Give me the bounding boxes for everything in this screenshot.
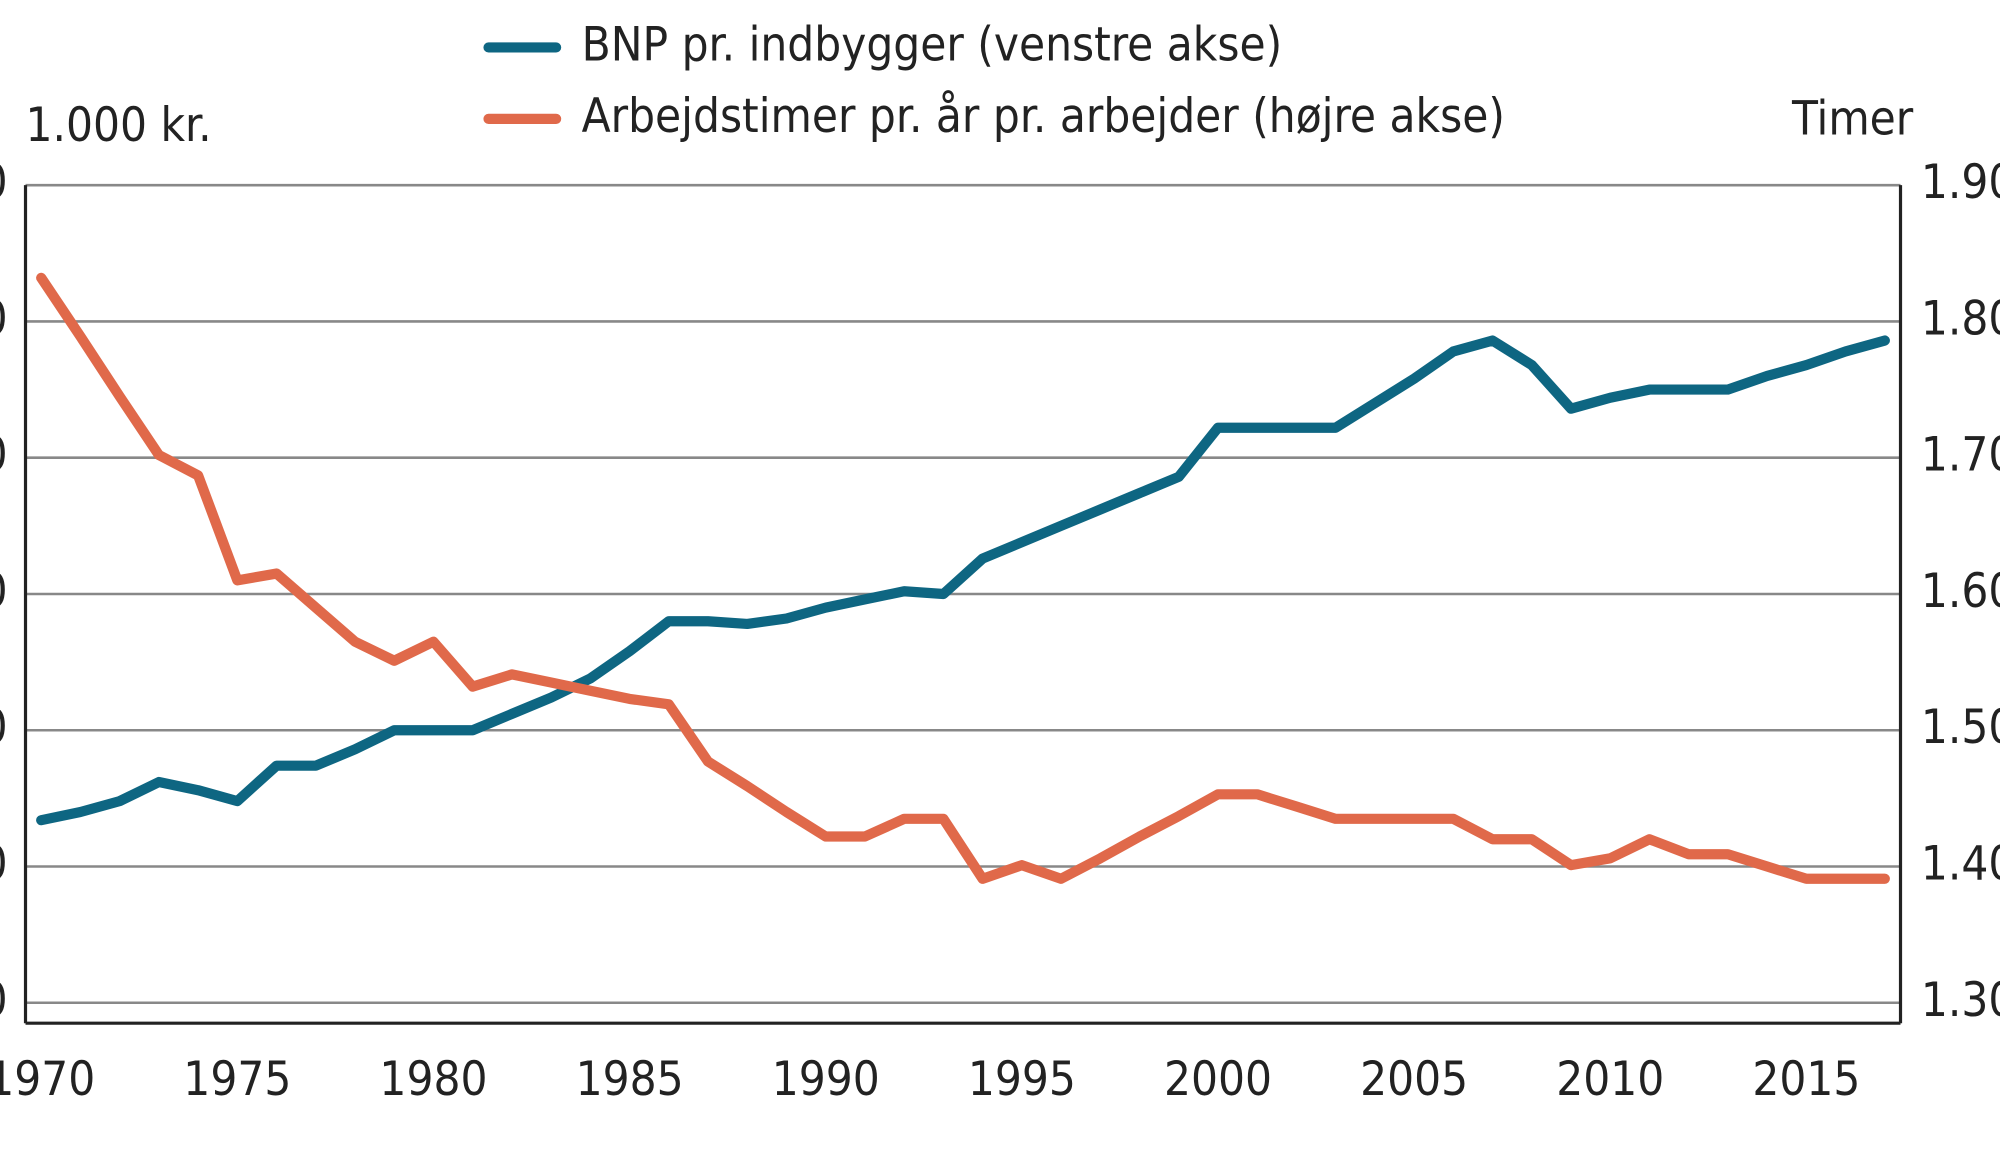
y-axis-label: 1.000 kr. [26,98,212,153]
legend-label: Arbejdstimer pr. år pr. arbejder (højre … [582,89,1505,144]
legend-label: BNP pr. indbygger (venstre akse) [582,17,1283,72]
x-tick-label: 1970 [0,1052,95,1107]
x-tick-label: 2010 [1556,1052,1664,1107]
x-tick-label: 1985 [576,1052,684,1107]
y2-tick-label: 1.800 [1921,291,2000,346]
y-tick-label: 350 [0,291,8,346]
x-tick-label: 1990 [772,1052,880,1107]
data-line [36,335,1890,826]
x-tick-label: 2015 [1752,1052,1860,1107]
y-tick-label: 250 [0,564,8,619]
x-tick-label: 2000 [1164,1052,1272,1107]
x-tick-label: 2005 [1360,1052,1468,1107]
x-tick-label: 1995 [968,1052,1076,1107]
y2-tick-label: 1.600 [1921,564,2000,619]
x-tick-label: 1980 [379,1052,487,1107]
data-line [36,272,1890,884]
y-tick-label: 400 [0,155,8,210]
y2-axis-label: Timer [1791,91,1914,146]
y2-tick-label: 1.500 [1921,700,2000,755]
y-tick-label: 200 [0,700,8,755]
y2-tick-label: 1.300 [1921,973,2000,1028]
y2-tick-label: 1.700 [1921,428,2000,483]
y-tick-label: 150 [0,837,8,892]
y-tick-label: 300 [0,428,8,483]
y2-tick-label: 1.900 [1921,155,2000,210]
x-tick-label: 1975 [183,1052,291,1107]
y2-tick-label: 1.400 [1921,837,2000,892]
y-tick-label: 100 [0,973,8,1028]
